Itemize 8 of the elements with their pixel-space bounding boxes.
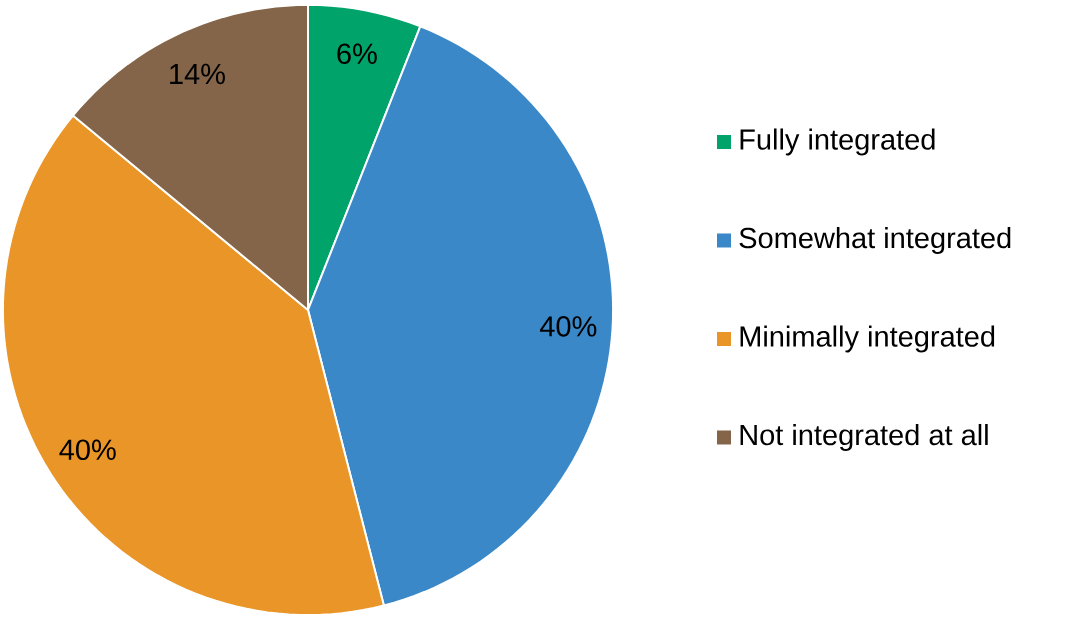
data-label: 14%: [170, 63, 225, 85]
data-label: 40%: [59, 439, 116, 461]
legend-label: Somewhat integrated: [739, 226, 1011, 255]
data-label: 6%: [337, 43, 377, 65]
legend-label: Not integrated at all: [740, 423, 988, 452]
legend-label: Minimally integrated: [740, 325, 995, 353]
legend-label: Fully integrated: [740, 128, 935, 156]
data-label: 40%: [539, 316, 597, 337]
